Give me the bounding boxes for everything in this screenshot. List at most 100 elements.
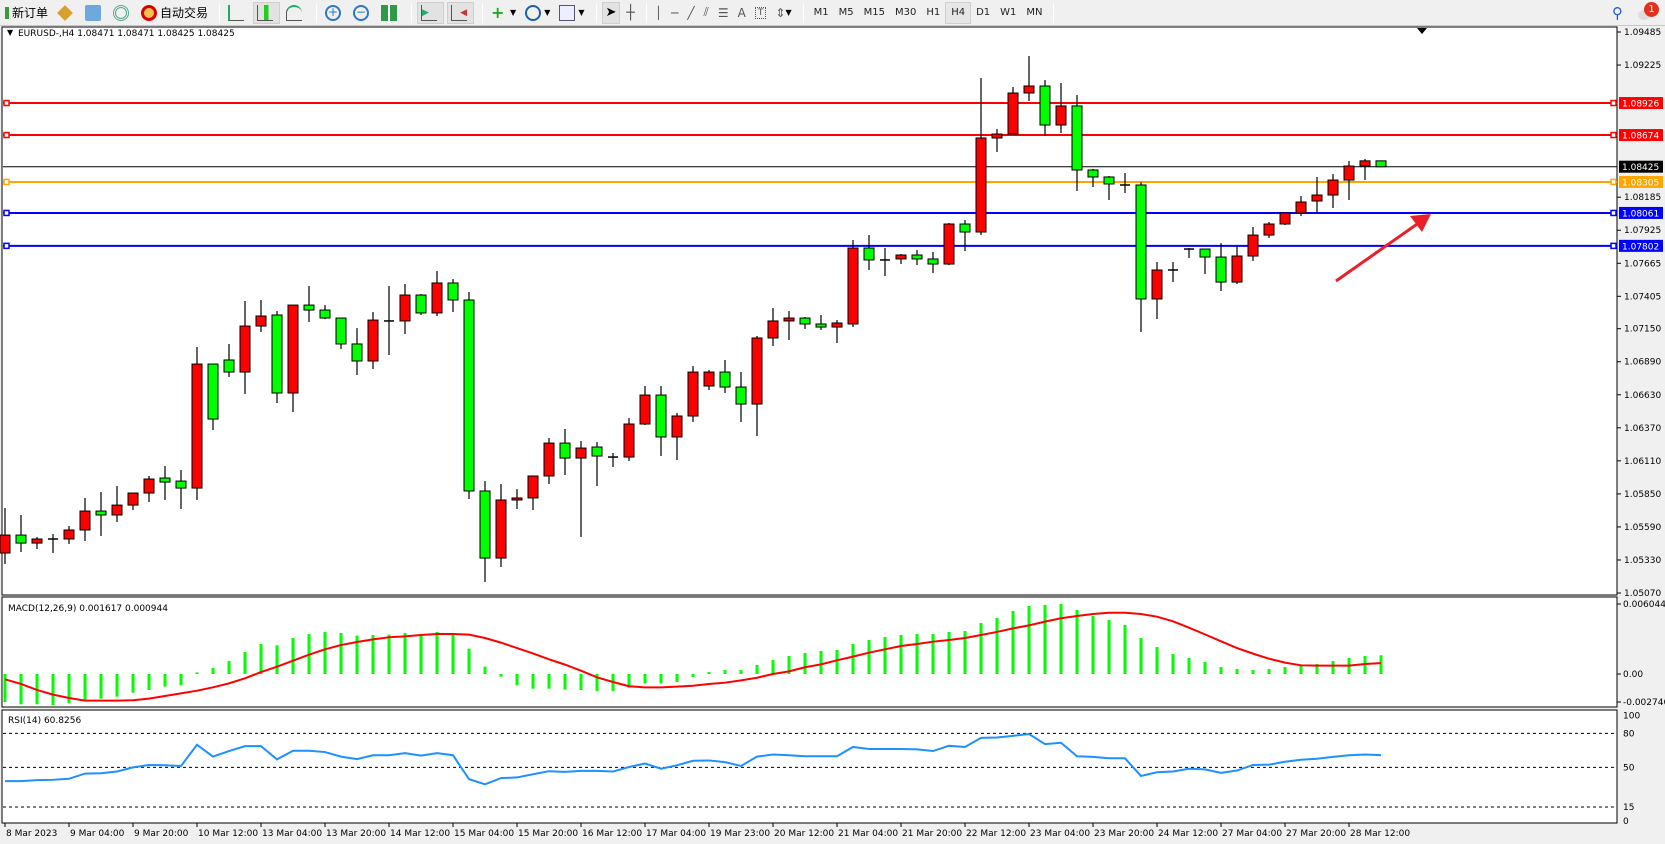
vertical-line-tool[interactable]: │	[652, 2, 665, 24]
price-label-bg	[1619, 97, 1663, 110]
candle-body	[447, 282, 459, 301]
candle-body	[0, 534, 11, 554]
price-axis-label: 1.05590	[1624, 523, 1661, 533]
line-chart-button[interactable]	[283, 2, 308, 24]
equidistant-channel-tool[interactable]: ⫽	[701, 2, 712, 24]
periods-button[interactable]: ▼	[522, 2, 553, 24]
arrows-tool[interactable]: ⇕ ▼	[772, 2, 794, 24]
candlestick-button[interactable]	[253, 1, 281, 24]
notifications-button[interactable]: 1	[1638, 2, 1660, 24]
search-icon[interactable]: ⚲	[1612, 4, 1623, 22]
candle-body	[911, 254, 923, 260]
macd-histogram-bar	[1043, 604, 1047, 674]
timeframe-mn[interactable]: MN	[1026, 7, 1043, 18]
candle	[15, 514, 27, 552]
macd-histogram-bar	[355, 635, 359, 674]
candle	[687, 366, 699, 422]
candle	[463, 291, 475, 499]
divider	[219, 2, 221, 23]
text-label-tool[interactable]: T	[752, 2, 770, 24]
candle-body	[159, 477, 171, 483]
timeframe-m1[interactable]: M1	[813, 7, 829, 18]
candle	[175, 470, 187, 510]
candle	[1375, 160, 1387, 168]
timeframe-m30[interactable]: M30	[894, 7, 917, 18]
candle	[623, 418, 635, 461]
macd-histogram-bar	[467, 648, 471, 674]
candle-body	[895, 254, 907, 260]
macd-histogram-bar	[707, 672, 711, 674]
dropdown-arrow-icon: ▼	[544, 8, 551, 17]
price-axis-label: 1.07405	[1624, 292, 1661, 302]
timeframe-m5[interactable]: M5	[838, 7, 854, 18]
candle-body	[735, 386, 747, 405]
macd-axis-label: -0.002746	[1623, 698, 1665, 708]
macd-histogram-bar	[483, 666, 487, 674]
chart-window[interactable]: 1.09485 1.09225 1.08185 1.07925 1.07665 1.074…	[0, 26, 1665, 844]
trendline-tool[interactable]: ╱	[684, 2, 697, 24]
candle-body	[1215, 256, 1227, 283]
candle-body	[399, 294, 411, 322]
candle	[367, 312, 379, 369]
chart-shift-button[interactable]: ◀	[447, 1, 475, 24]
candle	[863, 235, 875, 271]
candle-body	[671, 415, 683, 438]
clock-icon	[525, 4, 542, 21]
candle	[351, 328, 363, 375]
timeframe-w1[interactable]: W1	[1000, 7, 1017, 18]
bar-chart-button[interactable]	[225, 2, 250, 24]
zoom-in-button[interactable]: +	[322, 2, 347, 24]
timeframe-h1[interactable]: H1	[926, 7, 941, 18]
candle	[255, 299, 267, 333]
macd-histogram-bar	[179, 674, 183, 686]
fibonacci-tool[interactable]: ☰	[715, 2, 732, 24]
macd-histogram-bar	[451, 634, 455, 674]
price-axis-label: 1.05850	[1624, 490, 1661, 500]
candle	[31, 536, 43, 550]
auto-trading-button[interactable]: 自动交易	[138, 2, 211, 24]
signals-button[interactable]	[110, 2, 135, 24]
new-order-button[interactable]: 新订单	[2, 2, 51, 24]
crosshair-tool[interactable]: ┼	[623, 2, 637, 24]
candle	[880, 248, 890, 276]
zoom-out-button[interactable]: −	[350, 2, 375, 24]
macd-histogram-bar	[579, 674, 583, 690]
chart-shift-icon: ◀	[451, 4, 468, 21]
rsi-axis-label: 80	[1623, 729, 1635, 739]
candle-body	[527, 475, 539, 499]
price-axis-label: 1.06630	[1624, 391, 1661, 401]
candle	[1359, 158, 1371, 181]
macd-histogram-bar	[1267, 669, 1271, 674]
templates-button[interactable]: ▼	[556, 2, 587, 24]
text-tool[interactable]: A	[735, 2, 749, 24]
candle-body	[335, 317, 347, 345]
candle	[447, 279, 459, 313]
cursor-icon: ➤	[605, 5, 617, 20]
candle	[991, 128, 1003, 152]
candle	[1184, 248, 1194, 259]
cursor-tool[interactable]: ➤	[601, 1, 621, 24]
price-axis-label: 1.05070	[1624, 589, 1661, 599]
signal-icon	[113, 4, 130, 21]
auto-scroll-button[interactable]: ▶	[417, 1, 445, 24]
candle-body	[575, 447, 587, 459]
market-watch-button[interactable]	[82, 2, 107, 24]
timeframe-m15[interactable]: M15	[863, 7, 885, 18]
line-handle-left	[3, 209, 10, 217]
time-axis-label: 21 Mar 20:00	[902, 829, 962, 839]
rsi-line	[5, 733, 1382, 786]
macd-histogram-bar	[147, 674, 151, 690]
tile-windows-button[interactable]	[378, 2, 403, 24]
history-button[interactable]	[54, 2, 79, 24]
auto-trading-stop-icon	[141, 4, 158, 21]
macd-histogram-bar	[787, 656, 791, 674]
indicators-button[interactable]: + ▼	[488, 2, 519, 24]
macd-histogram-bar	[51, 674, 55, 706]
horizontal-line-tool[interactable]: ─	[668, 2, 681, 24]
candle	[271, 311, 283, 404]
candle	[608, 452, 618, 467]
timeframe-d1[interactable]: D1	[976, 7, 991, 18]
timeframe-h4[interactable]: H4	[945, 1, 972, 24]
candle	[111, 486, 123, 522]
candle-body	[1263, 223, 1275, 236]
